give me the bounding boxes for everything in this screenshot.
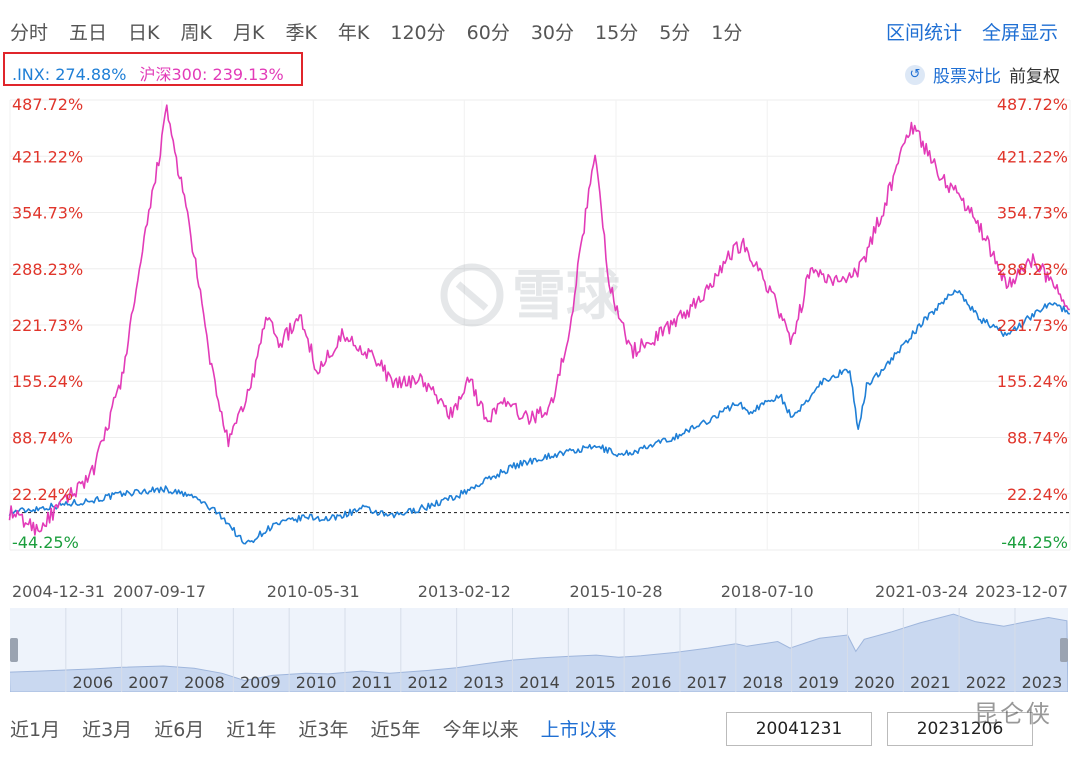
x-tick-label: 2013-02-12 xyxy=(418,582,511,601)
navigator-year-label: 2014 xyxy=(519,673,560,692)
navigator-year-label: 2011 xyxy=(352,673,393,692)
x-tick-label: 2015-10-28 xyxy=(570,582,663,601)
range-button-4[interactable]: 近3年 xyxy=(298,719,349,741)
navigator-year-label: 2016 xyxy=(631,673,672,692)
tab-0[interactable]: 分时 xyxy=(10,22,49,44)
legend: .INX: 274.88% 沪深300: 239.13% xyxy=(12,61,284,85)
tab-5[interactable]: 季K xyxy=(285,22,317,44)
y-tick-label-left: -44.25% xyxy=(12,533,79,552)
y-tick-label-left: 288.23% xyxy=(12,260,83,279)
y-tick-label-left: 354.73% xyxy=(12,203,83,222)
navigator-year-label: 2008 xyxy=(184,673,225,692)
y-tick-label-right: 354.73% xyxy=(997,203,1068,222)
navigator-year-label: 2015 xyxy=(575,673,616,692)
x-tick-label: 2007-09-17 xyxy=(113,582,206,601)
range-button-7[interactable]: 上市以来 xyxy=(540,719,617,741)
y-tick-label-left: 487.72% xyxy=(12,95,83,114)
y-tick-label-right: 155.24% xyxy=(997,372,1068,391)
navigator-year-label: 2019 xyxy=(798,673,839,692)
y-tick-label-left: 155.24% xyxy=(12,372,83,391)
y-tick-label-right: 421.22% xyxy=(997,147,1068,166)
navigator-left-handle[interactable] xyxy=(10,638,18,662)
y-tick-label-right: 288.23% xyxy=(997,260,1068,279)
tab-7[interactable]: 120分 xyxy=(390,22,446,44)
range-button-2[interactable]: 近6月 xyxy=(154,719,205,741)
y-tick-label-right: 221.73% xyxy=(997,316,1068,335)
top-actions: 区间统计 全屏显示 xyxy=(886,18,1058,48)
y-tick-label-left: 221.73% xyxy=(12,316,83,335)
reset-icon[interactable]: ↺ xyxy=(905,64,925,85)
navigator-year-label: 2020 xyxy=(854,673,895,692)
series-line-inx xyxy=(8,289,1070,545)
range-button-0[interactable]: 近1月 xyxy=(10,719,61,741)
stock-compare-button[interactable]: 股票对比 xyxy=(933,67,1001,87)
range-buttons: 近1月 近3月 近6月 近1年 近3年 近5年 今年以来 上市以来 xyxy=(10,705,639,755)
y-tick-label-left: 421.22% xyxy=(12,147,83,166)
y-tick-label-left: 88.74% xyxy=(12,429,73,448)
tab-12[interactable]: 1分 xyxy=(711,22,743,44)
y-tick-label-right: 88.74% xyxy=(1007,429,1068,448)
x-tick-label: 2018-07-10 xyxy=(721,582,814,601)
interval-stats-button[interactable]: 区间统计 xyxy=(885,22,962,44)
navigator-year-label: 2017 xyxy=(687,673,728,692)
navigator-area xyxy=(10,613,1068,692)
fullscreen-button[interactable]: 全屏显示 xyxy=(981,22,1058,44)
y-tick-label-right: -44.25% xyxy=(1001,533,1068,552)
range-button-5[interactable]: 近5年 xyxy=(370,719,421,741)
tab-4[interactable]: 月K xyxy=(232,22,265,44)
y-tick-label-right: 22.24% xyxy=(1007,485,1068,504)
range-button-6[interactable]: 今年以来 xyxy=(442,719,519,741)
range-button-1[interactable]: 近3月 xyxy=(82,719,133,741)
tab-6[interactable]: 年K xyxy=(337,22,370,44)
tab-11[interactable]: 5分 xyxy=(659,22,691,44)
navigator-year-label: 2023 xyxy=(1022,673,1063,692)
legend-hs300: 沪深300: 239.13% xyxy=(139,65,284,84)
compare-controls: ↺ 股票对比 前复权 xyxy=(905,62,1060,87)
end-date-input[interactable]: 20231206 xyxy=(887,712,1033,746)
tab-1[interactable]: 五日 xyxy=(69,22,108,44)
navigator-year-label: 2007 xyxy=(128,673,169,692)
navigator-year-label: 2022 xyxy=(966,673,1007,692)
price-adjust-selector[interactable]: 前复权 xyxy=(1009,67,1060,87)
y-tick-label-right: 487.72% xyxy=(997,95,1068,114)
watermark-logo: 雪球 xyxy=(440,263,621,327)
range-navigator[interactable]: 2006 2007 2008 2009 2010 2011 2012 2013 2014 2015… xyxy=(10,608,1068,692)
navigator-right-handle[interactable] xyxy=(1060,638,1068,662)
watermark-text: 雪球 xyxy=(512,264,621,327)
tab-3[interactable]: 周K xyxy=(180,22,212,44)
tab-8[interactable]: 60分 xyxy=(466,22,510,44)
main-chart[interactable]: 雪球 487.72% 487.72% 421.22% 421.22% 354.73% 354… xyxy=(0,88,1080,603)
navigator-year-label: 2010 xyxy=(296,673,337,692)
range-button-3[interactable]: 近1年 xyxy=(226,719,277,741)
x-tick-label: 2010-05-31 xyxy=(267,582,360,601)
navigator-year-label: 2009 xyxy=(240,673,281,692)
navigator-year-label: 2018 xyxy=(742,673,783,692)
x-tick-label: 2021-03-24 xyxy=(875,582,968,601)
legend-inx: .INX: 274.88% xyxy=(12,65,127,84)
navigator-year-label: 2006 xyxy=(72,673,113,692)
start-date-input[interactable]: 20041231 xyxy=(726,712,872,746)
period-tabs: 分时 五日 日K 周K 月K 季K 年K 120分 60分 30分 15分 5分 1分 xyxy=(10,18,763,48)
series-line-hs300 xyxy=(8,104,1070,536)
tab-2[interactable]: 日K xyxy=(128,22,160,44)
brand-watermark: 昆仑侠 xyxy=(974,700,1052,728)
legend-highlight-box xyxy=(3,52,303,86)
navigator-year-label: 2012 xyxy=(407,673,448,692)
navigator-year-label: 2021 xyxy=(910,673,951,692)
navigator-year-label: 2013 xyxy=(463,673,504,692)
tab-9[interactable]: 30分 xyxy=(530,22,575,44)
x-tick-label: 2023-12-07 xyxy=(975,582,1068,601)
tab-10[interactable]: 15分 xyxy=(595,22,639,44)
x-tick-label: 2004-12-31 xyxy=(12,582,105,601)
y-tick-label-left: 22.24% xyxy=(12,485,73,504)
